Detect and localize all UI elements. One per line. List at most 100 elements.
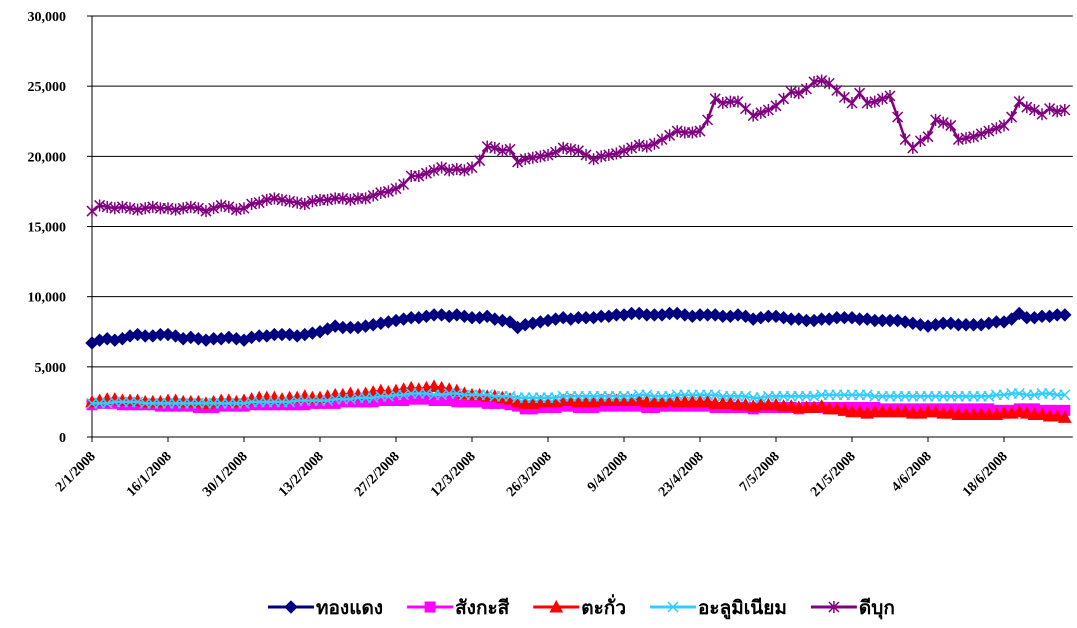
series bbox=[85, 306, 1072, 350]
marker bbox=[549, 599, 564, 613]
marker bbox=[1013, 95, 1025, 108]
marker bbox=[700, 394, 715, 408]
marker bbox=[390, 182, 402, 195]
y-tick-label: 15,000 bbox=[28, 221, 67, 236]
marker bbox=[831, 84, 843, 97]
marker bbox=[869, 95, 881, 108]
marker bbox=[769, 397, 783, 411]
marker bbox=[458, 164, 470, 177]
marker bbox=[937, 116, 949, 129]
marker bbox=[436, 161, 448, 174]
marker bbox=[656, 133, 668, 146]
marker bbox=[670, 306, 684, 321]
marker bbox=[413, 169, 425, 182]
marker bbox=[229, 332, 244, 346]
x-tick-label: 7/5/2008 bbox=[737, 449, 783, 495]
marker bbox=[845, 311, 859, 325]
marker bbox=[694, 125, 706, 138]
marker bbox=[632, 306, 646, 321]
marker bbox=[1044, 102, 1056, 115]
x-tick-label: 27/2/2008 bbox=[352, 449, 403, 500]
marker bbox=[1035, 407, 1049, 421]
marker bbox=[580, 148, 592, 161]
marker bbox=[755, 106, 767, 119]
marker bbox=[191, 332, 206, 346]
marker bbox=[641, 140, 653, 153]
x-tick-label: 21/5/2008 bbox=[808, 449, 859, 500]
y-tick-label: 5,000 bbox=[35, 361, 67, 376]
marker bbox=[1019, 406, 1034, 419]
marker bbox=[130, 327, 145, 342]
marker bbox=[740, 102, 752, 115]
series bbox=[86, 387, 1071, 409]
marker bbox=[512, 155, 524, 168]
x-tick-label: 30/1/2008 bbox=[200, 449, 251, 500]
marker bbox=[793, 87, 805, 100]
marker bbox=[588, 153, 600, 166]
marker bbox=[648, 137, 660, 150]
marker bbox=[1012, 306, 1026, 321]
marker bbox=[1012, 404, 1027, 418]
legend-label: อะลูมิเนียม bbox=[698, 597, 787, 620]
marker bbox=[328, 319, 342, 333]
marker bbox=[299, 198, 311, 211]
marker bbox=[86, 205, 98, 218]
marker bbox=[852, 404, 867, 418]
marker bbox=[922, 130, 934, 143]
marker bbox=[892, 111, 904, 124]
marker bbox=[192, 202, 204, 215]
marker bbox=[610, 147, 622, 160]
marker bbox=[284, 600, 298, 614]
legend-label: สังกะสี bbox=[455, 597, 510, 619]
x-tick-label: 9/4/2008 bbox=[585, 449, 631, 495]
x-tick-label: 2/1/2008 bbox=[53, 449, 99, 495]
marker bbox=[838, 91, 850, 104]
marker bbox=[876, 92, 888, 105]
y-tick-label: 10,000 bbox=[28, 291, 67, 306]
x-tick-label: 23/4/2008 bbox=[656, 449, 707, 500]
marker bbox=[884, 89, 896, 102]
marker bbox=[945, 119, 957, 132]
x-tick-label: 13/2/2008 bbox=[276, 449, 327, 500]
marker bbox=[253, 196, 265, 209]
marker bbox=[837, 403, 852, 416]
marker bbox=[738, 397, 753, 411]
y-tick-label: 30,000 bbox=[28, 10, 67, 25]
marker bbox=[914, 134, 926, 147]
x-tick-label: 18/6/2008 bbox=[960, 449, 1011, 500]
marker bbox=[943, 406, 958, 419]
x-tick-label: 26/3/2008 bbox=[504, 449, 555, 500]
legend-label: ดีบุก bbox=[859, 597, 895, 620]
marker bbox=[778, 92, 790, 105]
marker bbox=[626, 141, 638, 154]
y-tick-label: 20,000 bbox=[28, 150, 67, 165]
marker bbox=[846, 97, 858, 110]
marker bbox=[702, 113, 714, 126]
marker bbox=[550, 146, 562, 159]
marker bbox=[572, 144, 584, 157]
marker bbox=[828, 601, 840, 613]
marker bbox=[1058, 308, 1072, 322]
legend-label: ตะกั่ว bbox=[581, 594, 626, 619]
marker bbox=[489, 141, 501, 154]
marker bbox=[424, 601, 436, 613]
marker bbox=[667, 601, 679, 613]
marker bbox=[504, 143, 516, 156]
marker bbox=[664, 129, 676, 142]
marker bbox=[1059, 104, 1071, 117]
y-tick-label: 0 bbox=[59, 431, 66, 446]
marker bbox=[814, 399, 829, 412]
marker bbox=[1028, 104, 1040, 117]
y-tick-label: 25,000 bbox=[28, 80, 67, 95]
marker bbox=[784, 399, 799, 412]
marker bbox=[854, 87, 866, 100]
marker bbox=[556, 311, 570, 325]
marker bbox=[898, 404, 913, 418]
series bbox=[86, 74, 1071, 218]
marker bbox=[1059, 389, 1071, 401]
marker bbox=[161, 327, 175, 342]
marker bbox=[816, 74, 828, 87]
marker bbox=[1036, 108, 1048, 121]
legend: ทองแดง สังกะสี ตะกั่ว อะลูมิเนียม ดีบุก bbox=[268, 594, 895, 620]
